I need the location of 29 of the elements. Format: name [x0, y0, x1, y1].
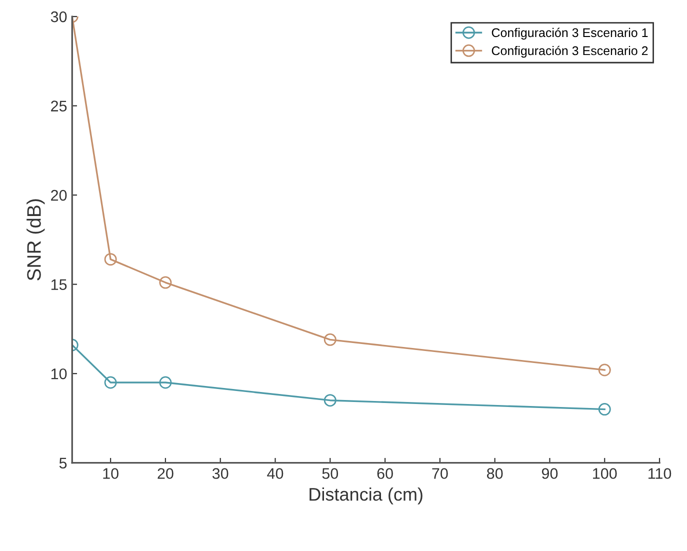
- point: [159, 276, 172, 289]
- x-tick-label: 40: [267, 468, 284, 479]
- point: [324, 394, 336, 407]
- y-tick-label: 20: [51, 190, 67, 201]
- y-tick-label: 10: [51, 368, 67, 380]
- legend-label: Configuración 3 Escenario 1: [492, 28, 648, 40]
- x-tick-label: 110: [648, 468, 672, 479]
- point: [104, 376, 117, 389]
- y-tick-label: 30: [50, 11, 67, 22]
- point: [598, 403, 611, 416]
- legend-label: Configuración 3 Escenario 2: [492, 46, 648, 58]
- x-tick-label: 100: [593, 468, 617, 479]
- x-tick-label: 70: [432, 468, 448, 479]
- x-tick-label: 10: [103, 468, 118, 479]
- y-tick-label: 25: [51, 100, 67, 112]
- y-axis-title: SNR (dB): [26, 199, 45, 280]
- x-tick-label: 30: [212, 468, 228, 479]
- x-tick-label: 20: [158, 468, 174, 479]
- point: [104, 253, 117, 266]
- x-tick-label: 60: [377, 468, 393, 479]
- x-axis-title: Distancia (cm): [310, 488, 422, 504]
- point: [598, 364, 611, 376]
- x-tick-label: 80: [487, 468, 503, 479]
- x-tick-label: 90: [542, 468, 558, 479]
- point: [324, 333, 336, 346]
- y-tick-label: 15: [51, 279, 67, 290]
- y-tick-label: 5: [59, 458, 67, 469]
- point: [159, 376, 172, 389]
- x-tick-label: 50: [322, 468, 338, 479]
